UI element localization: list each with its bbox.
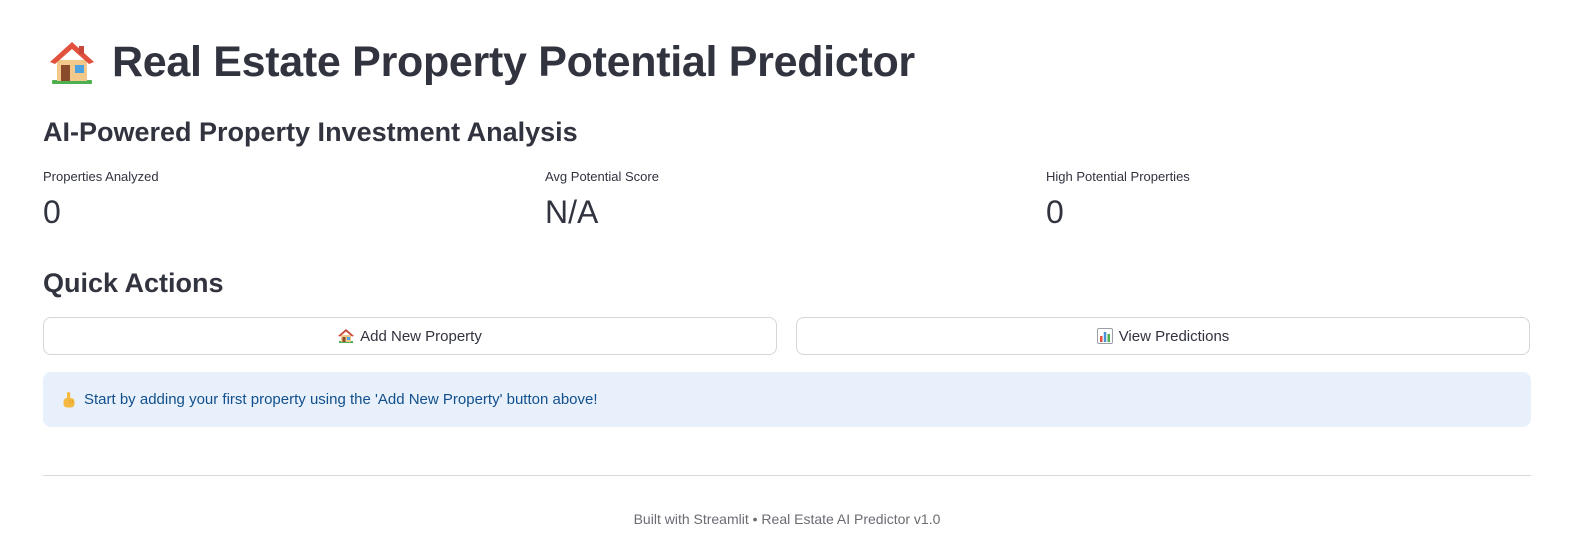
metric-properties-analyzed: Properties Analyzed 0 (43, 168, 523, 230)
metric-label: Properties Analyzed (43, 169, 159, 184)
metric-value: 0 (1046, 194, 1064, 230)
info-text: Start by adding your first property usin… (84, 391, 598, 408)
view-predictions-button[interactable]: View Predictions (796, 317, 1530, 355)
add-new-property-label: Add New Property (360, 327, 482, 345)
metric-value: N/A (545, 194, 599, 230)
divider (43, 475, 1531, 476)
bar-chart-icon (1096, 328, 1113, 344)
metric-label: High Potential Properties (1046, 169, 1190, 184)
quick-actions-heading: Quick Actions (43, 268, 224, 298)
info-alert: Start by adding your first property usin… (43, 372, 1531, 427)
metric-label: Avg Potential Score (545, 169, 659, 184)
view-predictions-label: View Predictions (1118, 327, 1230, 345)
metric-high-potential-properties: High Potential Properties 0 (1046, 168, 1526, 230)
add-new-property-button[interactable]: Add New Property (43, 317, 777, 355)
page-title: Real Estate Property Potential Predictor (112, 37, 915, 86)
page-header: Real Estate Property Potential Predictor (48, 36, 915, 88)
house-with-garden-icon (338, 328, 355, 344)
footer-text: Built with Streamlit • Real Estate AI Pr… (633, 511, 941, 527)
metric-avg-potential-score: Avg Potential Score N/A (545, 168, 1025, 230)
page-subtitle: AI-Powered Property Investment Analysis (43, 117, 578, 147)
pointing-hand-icon (60, 391, 78, 409)
metric-value: 0 (43, 194, 61, 230)
house-icon (48, 38, 96, 86)
